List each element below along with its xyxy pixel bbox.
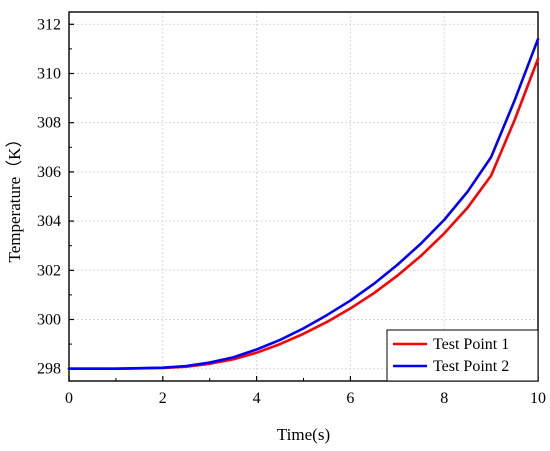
y-tick-label: 304 xyxy=(37,213,61,230)
axis-ticks: 0 2 4 6 8 10 298 300 302 304 306 308 310 312 xyxy=(37,16,546,407)
y-tick-label: 306 xyxy=(37,164,61,181)
legend-label-test-point-1: Test Point 1 xyxy=(433,336,509,353)
y-axis-title: Temperature（K） xyxy=(5,131,24,263)
series-line-test-point-1 xyxy=(67,57,540,371)
y-tick-label: 298 xyxy=(37,361,61,378)
grid-lines xyxy=(69,12,538,381)
legend-label-test-point-2: Test Point 2 xyxy=(433,358,509,375)
x-tick-label: 6 xyxy=(346,390,354,407)
legend-box xyxy=(386,329,539,382)
x-tick-label: 8 xyxy=(440,390,448,407)
y-tick-label: 300 xyxy=(37,312,61,329)
y-tick-label: 312 xyxy=(37,16,61,33)
x-tick-label: 0 xyxy=(65,390,73,407)
y-tick-label: 308 xyxy=(37,115,61,132)
series-line-test-point-2 xyxy=(67,37,540,371)
x-tick-label: 4 xyxy=(253,390,261,407)
y-tick-label: 302 xyxy=(37,262,61,279)
series-lines xyxy=(67,37,540,371)
legend: Test Point 1 Test Point 2 xyxy=(386,329,539,382)
y-tick-label: 310 xyxy=(37,66,61,83)
plot-frame xyxy=(68,11,539,382)
x-tick-label: 2 xyxy=(159,390,167,407)
x-axis-title: Time(s) xyxy=(277,425,330,444)
x-tick-label: 10 xyxy=(530,390,546,407)
